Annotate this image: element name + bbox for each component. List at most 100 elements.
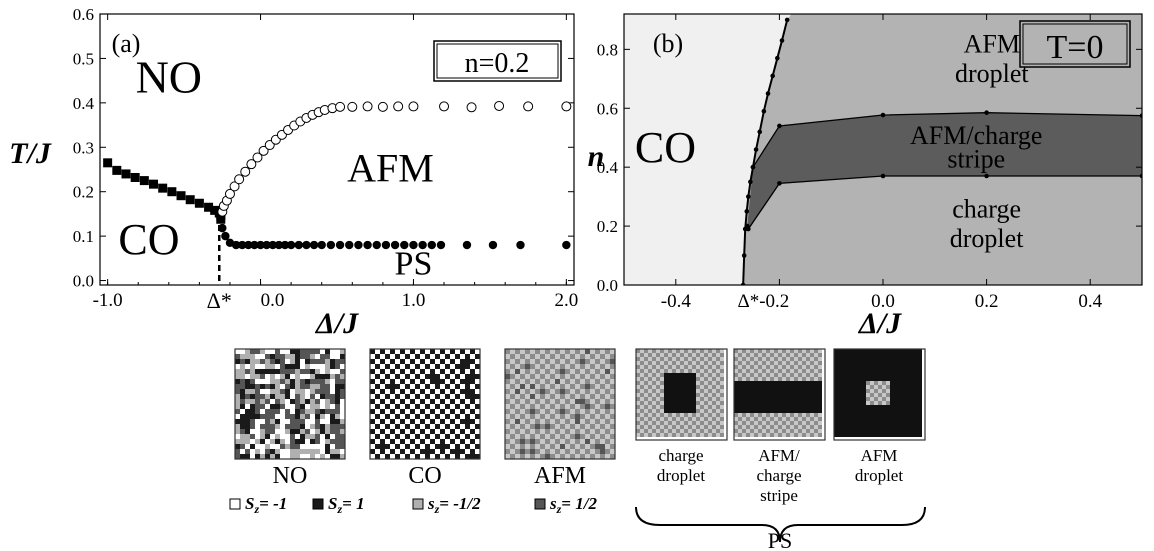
snapshot-charge-droplet-cell xyxy=(704,433,708,437)
snapshot-stripe-cell xyxy=(802,349,806,353)
snapshot-charge-droplet-cell xyxy=(660,417,664,421)
snapshot-charge-droplet-cell xyxy=(656,357,660,361)
snapshot-no-cell xyxy=(315,414,320,419)
snapshot-stripe-cell xyxy=(814,377,818,381)
snapshot-stripe-cell xyxy=(782,385,786,389)
snapshot-no-cell xyxy=(285,439,290,444)
snapshot-no-cell xyxy=(285,399,290,404)
snapshot-afm-cell xyxy=(515,414,520,419)
snapshot-no-cell xyxy=(255,419,260,424)
snapshot-no-cell xyxy=(290,394,295,399)
snapshot-stripe-cell xyxy=(790,385,794,389)
snapshot-afm-cell xyxy=(505,374,510,379)
snapshot-no-cell xyxy=(315,419,320,424)
snapshot-afm-droplet-cell xyxy=(890,365,894,369)
snapshot-co-cell xyxy=(390,379,395,384)
snapshot-afm-droplet-cell xyxy=(838,385,842,389)
snapshot-stripe-cell xyxy=(758,405,762,409)
snapshot-stripe-cell xyxy=(798,381,802,385)
snapshot-no-cell xyxy=(335,414,340,419)
snapshot-afm-cell xyxy=(585,374,590,379)
snapshot-stripe-cell xyxy=(738,353,742,357)
snapshot-no-cell xyxy=(290,359,295,364)
snapshot-afm-droplet-cell xyxy=(842,393,846,397)
snapshot-stripe-cell xyxy=(742,365,746,369)
snapshot-stripe-cell xyxy=(766,405,770,409)
snapshot-charge-droplet-cell xyxy=(716,381,720,385)
snapshot-no-cell xyxy=(235,394,240,399)
snapshot-charge-droplet-cell xyxy=(680,421,684,425)
snapshot-afm-droplet-cell xyxy=(914,413,918,417)
snapshot-stripe-cell xyxy=(794,421,798,425)
snapshot-no-cell xyxy=(320,434,325,439)
snapshot-no-cell xyxy=(275,369,280,374)
snapshot-charge-droplet-cell xyxy=(696,385,700,389)
filled-circle-point xyxy=(345,240,354,250)
snapshot-afm-cell xyxy=(605,369,610,374)
snapshot-afm-droplet-cell xyxy=(870,397,874,401)
snapshot-charge-droplet-cell xyxy=(700,409,704,413)
snapshot-co-cell xyxy=(445,454,450,459)
snapshot-no-cell xyxy=(245,424,250,429)
snapshot-afm-cell xyxy=(555,444,560,449)
snapshot-stripe-cell xyxy=(794,353,798,357)
snapshot-no-cell xyxy=(330,419,335,424)
filled-circle-point xyxy=(274,240,284,250)
snapshot-afm-cell xyxy=(595,364,600,369)
snapshot-afm-droplet-cell xyxy=(914,397,918,401)
snapshot-stripe-cell xyxy=(766,353,770,357)
snapshot-no-cell xyxy=(260,399,265,404)
snapshot-co-cell xyxy=(405,364,410,369)
snapshot-charge-droplet-cell xyxy=(692,393,696,397)
snapshot-no-cell xyxy=(295,354,300,359)
snapshot-co-cell xyxy=(460,369,465,374)
snapshot-co-cell xyxy=(415,434,420,439)
snapshot-afm-droplet-cell xyxy=(850,349,854,353)
snapshot-no-cell xyxy=(260,374,265,379)
snapshot-stripe-cell xyxy=(818,409,822,413)
snapshot-no-cell xyxy=(290,429,295,434)
snapshot-co-cell xyxy=(470,429,475,434)
snapshot-afm-droplet-cell xyxy=(834,413,838,417)
snapshot-stripe-cell xyxy=(778,421,782,425)
snapshot-afm-cell xyxy=(560,374,565,379)
snapshot-stripe-cell xyxy=(806,433,810,437)
snapshot-charge-droplet-cell xyxy=(640,429,644,433)
snapshot-stripe-cell xyxy=(754,361,758,365)
square-point xyxy=(158,183,168,193)
snapshot-afm-cell xyxy=(580,444,585,449)
snapshot-charge-droplet-cell xyxy=(684,381,688,385)
snapshot-co-cell xyxy=(415,454,420,459)
snapshot-afm-cell xyxy=(510,364,515,369)
snapshot-stripe-cell xyxy=(782,409,786,413)
snapshot-afm-cell xyxy=(560,389,565,394)
snapshot-afm-cell xyxy=(545,434,550,439)
snapshot-stripe-cell xyxy=(774,413,778,417)
snapshot-afm-droplet-cell xyxy=(910,365,914,369)
snapshot-afm-droplet-cell xyxy=(886,397,890,401)
snapshot-charge-droplet-cell xyxy=(664,421,668,425)
snapshot-afm-droplet-cell xyxy=(914,393,918,397)
snapshot-no-cell xyxy=(245,439,250,444)
snapshot-afm-cell xyxy=(515,434,520,439)
snapshot-afm-droplet-cell xyxy=(882,389,886,393)
snapshot-afm-droplet-cell xyxy=(838,397,842,401)
snapshot-no-cell xyxy=(235,359,240,364)
snapshot-afm-droplet-cell xyxy=(866,417,870,421)
snapshot-co-cell xyxy=(370,349,375,354)
snapshot-afm-cell xyxy=(550,404,555,409)
snapshot-no-cell xyxy=(325,384,330,389)
snapshot-afm-droplet-cell xyxy=(858,365,862,369)
snapshot-stripe-cell xyxy=(782,369,786,373)
snapshot-charge-droplet-cell xyxy=(696,381,700,385)
snapshot-co-cell xyxy=(435,444,440,449)
snapshot-afm-droplet-cell xyxy=(878,433,882,437)
snapshot-charge-droplet-cell xyxy=(712,349,716,353)
snapshot-no-cell xyxy=(300,359,305,364)
snapshot-no-cell xyxy=(330,404,335,409)
snapshot-charge-droplet-cell xyxy=(712,417,716,421)
snapshot-stripe-cell xyxy=(742,389,746,393)
snapshot-afm-cell xyxy=(605,379,610,384)
snapshot-no-cell xyxy=(260,349,265,354)
snapshot-no-cell xyxy=(280,429,285,434)
